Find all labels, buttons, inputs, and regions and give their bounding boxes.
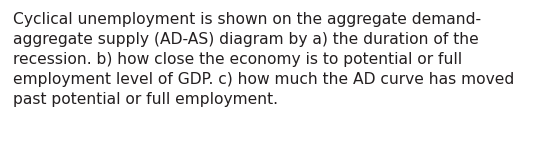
Text: Cyclical unemployment is shown on the aggregate demand-
aggregate supply (AD-AS): Cyclical unemployment is shown on the ag… [13, 12, 514, 107]
